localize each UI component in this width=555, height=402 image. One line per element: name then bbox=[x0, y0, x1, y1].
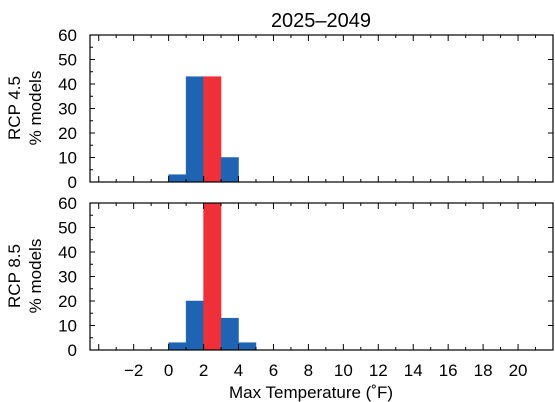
panel-rcp85-scenario-label: RCP 8.5 bbox=[5, 244, 24, 308]
panel-rcp45-y-axis-label: % models bbox=[26, 71, 45, 146]
panel-rcp85-bar-bin-0 bbox=[168, 342, 187, 351]
x-tick-label: 18 bbox=[474, 361, 493, 380]
panel-rcp45-bar-bin-3 bbox=[220, 157, 239, 183]
panel-rcp85-y-tick-label: 10 bbox=[58, 317, 77, 336]
panel-rcp45-bar-bin-2 bbox=[203, 76, 222, 183]
panel-rcp45-scenario-label: RCP 4.5 bbox=[5, 76, 24, 140]
panel-rcp45-y-tick-label: 60 bbox=[58, 26, 77, 45]
panel-rcp45-bars bbox=[168, 76, 239, 183]
panel-rcp45-y-tick-label: 50 bbox=[58, 51, 77, 70]
panel-rcp85-bar-bin-3 bbox=[220, 317, 239, 351]
panel-rcp45-frame bbox=[89, 34, 554, 183]
x-tick-label: 2 bbox=[199, 361, 208, 380]
panel-rcp85: 0 10 20 30 40 50 60 RCP 8.5 % models bbox=[5, 194, 554, 360]
panel-rcp85-y-tick-label: 60 bbox=[58, 194, 77, 213]
panel-rcp85-y-tick-label: 50 bbox=[58, 219, 77, 238]
x-tick-label: 4 bbox=[234, 361, 243, 380]
x-tick-label: 6 bbox=[269, 361, 278, 380]
panel-rcp45-y-tick-label: 30 bbox=[58, 100, 77, 119]
panel-rcp85-bar-bin-1 bbox=[185, 300, 204, 351]
x-tick-label: 8 bbox=[304, 361, 313, 380]
panel-rcp85-frame bbox=[89, 202, 554, 351]
x-axis-tick-labels: −2 0 2 4 6 8 10 12 14 16 18 20 bbox=[124, 361, 528, 380]
x-tick-label: 12 bbox=[369, 361, 388, 380]
chart-title: 2025–2049 bbox=[271, 10, 371, 32]
x-tick-label: 10 bbox=[334, 361, 353, 380]
x-tick-label: 14 bbox=[404, 361, 423, 380]
x-axis-label: Max Temperature (˚F) bbox=[229, 383, 393, 402]
panel-rcp45-y-tick-label: 0 bbox=[68, 173, 77, 192]
panel-rcp85-ticks: 0 10 20 30 40 50 60 bbox=[58, 194, 554, 360]
panel-rcp85-y-axis-label: % models bbox=[26, 239, 45, 314]
panel-rcp85-y-tick-label: 20 bbox=[58, 292, 77, 311]
panel-rcp85-bars bbox=[168, 202, 257, 351]
panel-rcp85-bar-bin-2 bbox=[203, 202, 222, 351]
panel-rcp45-y-tick-label: 10 bbox=[58, 149, 77, 168]
panel-rcp85-y-tick-label: 0 bbox=[68, 341, 77, 360]
panel-rcp45-y-tick-label: 20 bbox=[58, 124, 77, 143]
x-tick-label: −2 bbox=[124, 361, 143, 380]
panel-rcp45-bar-bin-1 bbox=[185, 76, 204, 183]
panel-rcp45-y-tick-label: 40 bbox=[58, 75, 77, 94]
panel-rcp45: 0 10 20 30 40 50 60 RCP 4.5 % models bbox=[5, 26, 554, 192]
panel-rcp85-y-tick-label: 40 bbox=[58, 243, 77, 262]
panel-rcp85-y-tick-label: 30 bbox=[58, 268, 77, 287]
x-tick-label: 16 bbox=[439, 361, 458, 380]
x-tick-label: 20 bbox=[509, 361, 528, 380]
panel-rcp85-bar-bin-4 bbox=[238, 342, 257, 351]
x-tick-label: 0 bbox=[164, 361, 173, 380]
panel-rcp45-bar-bin-0 bbox=[168, 174, 187, 183]
panel-rcp45-ticks: 0 10 20 30 40 50 60 bbox=[58, 26, 554, 192]
